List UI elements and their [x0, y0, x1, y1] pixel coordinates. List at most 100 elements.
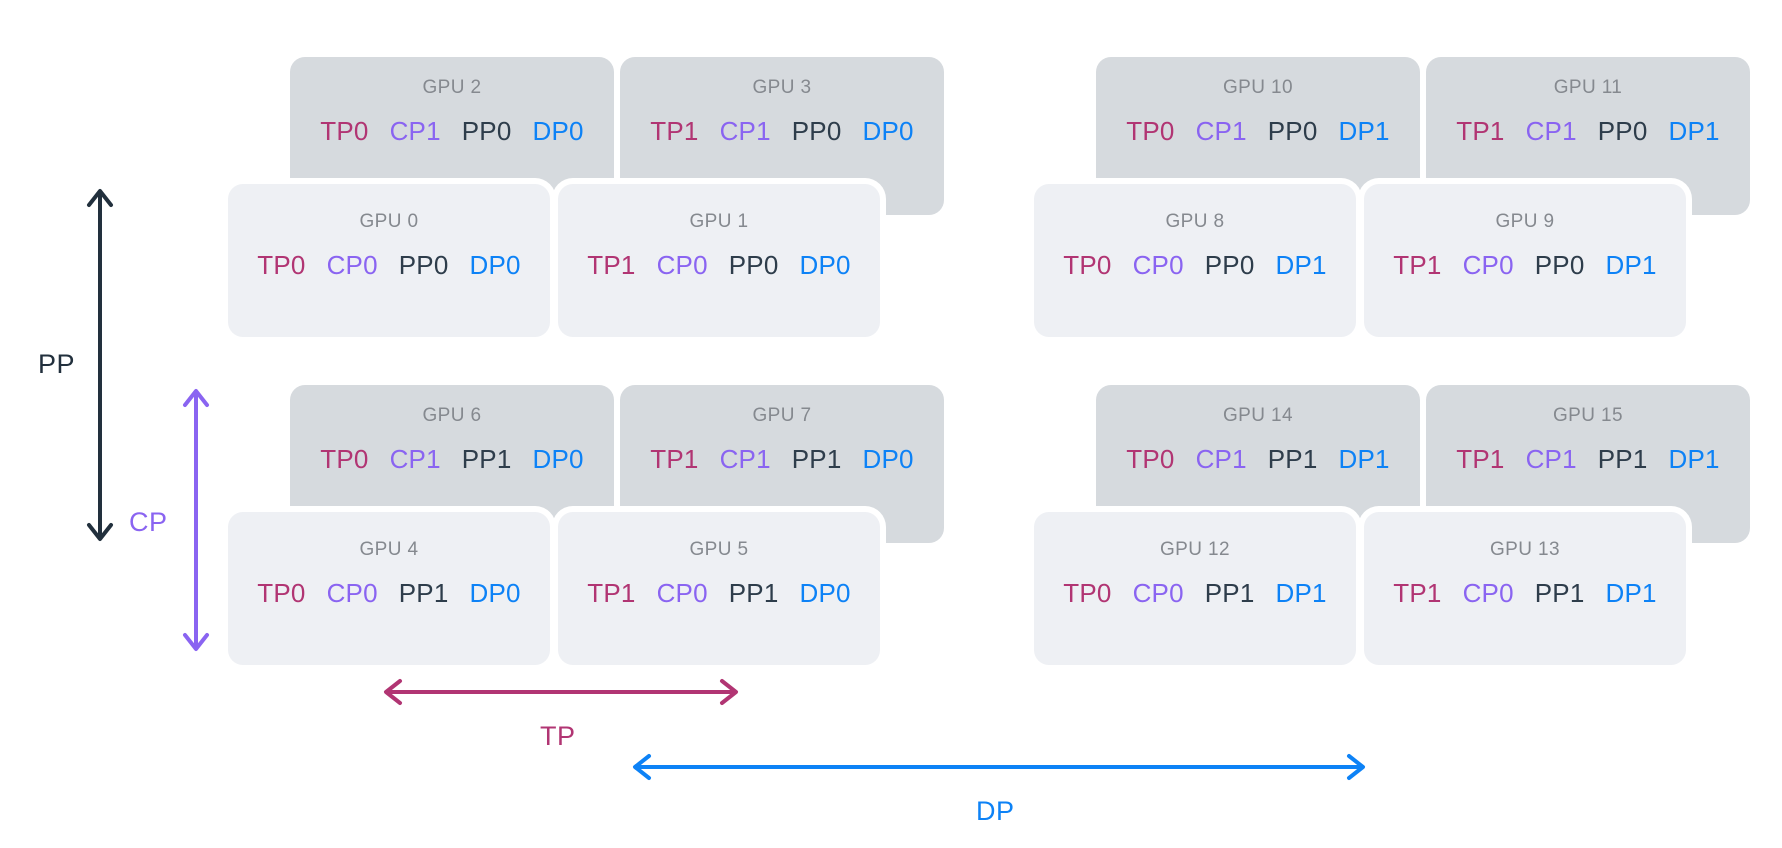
- pp-rank-label: PP0: [1534, 250, 1585, 280]
- tp-rank-label: TP1: [650, 444, 699, 474]
- gpu-cluster-pp1-dp0: GPU 6 TP0 CP1 PP1 DP0 GPU 7 TP1 CP1 PP1 …: [228, 385, 952, 665]
- rank-labels: TP0 CP1 PP0 DP0: [290, 116, 614, 147]
- pp-rank-label: PP0: [398, 250, 449, 280]
- cp-rank-label: CP1: [1525, 444, 1577, 474]
- dp-rank-label: DP1: [1275, 250, 1327, 280]
- gpu-card-title: GPU 15: [1553, 405, 1623, 426]
- cp-rank-label: CP0: [656, 250, 708, 280]
- cp-rank-label: CP1: [389, 116, 441, 146]
- dp-rank-label: DP1: [1605, 250, 1657, 280]
- tp-rank-label: TP1: [1393, 250, 1442, 280]
- rank-labels: TP1 CP1 PP1 DP1: [1426, 444, 1750, 475]
- tp-rank-label: TP0: [320, 116, 369, 146]
- gpu-card-9: GPU 9 TP1 CP0 PP0 DP1: [1364, 184, 1686, 337]
- dp-rank-label: DP1: [1338, 116, 1390, 146]
- gpu-card-10: GPU 10 TP0 CP1 PP0 DP1: [1096, 57, 1420, 215]
- tp-rank-label: TP1: [587, 578, 636, 608]
- pp-axis-arrow: [87, 189, 113, 541]
- pp-rank-label: PP1: [461, 444, 512, 474]
- tp-rank-label: TP0: [257, 250, 306, 280]
- rank-labels: TP1 CP0 PP0 DP0: [558, 250, 880, 281]
- pp-rank-label: PP0: [461, 116, 512, 146]
- pp-rank-label: PP1: [791, 444, 842, 474]
- cp-axis-label: CP: [129, 507, 168, 537]
- gpu-card-5: GPU 5 TP1 CP0 PP1 DP0: [558, 512, 880, 665]
- rank-labels: TP0 CP0 PP1 DP1: [1034, 578, 1356, 609]
- pp-rank-label: PP1: [1267, 444, 1318, 474]
- rank-labels: TP0 CP1 PP1 DP1: [1096, 444, 1420, 475]
- cp-rank-label: CP0: [1462, 250, 1514, 280]
- gpu-card-title: GPU 4: [359, 539, 419, 560]
- dp-axis-label: DP: [976, 796, 1015, 826]
- pp-rank-label: PP1: [1534, 578, 1585, 608]
- gpu-card-title: GPU 6: [422, 405, 482, 426]
- cp-rank-label: CP1: [389, 444, 441, 474]
- dp-rank-label: DP1: [1275, 578, 1327, 608]
- gpu-card-title: GPU 10: [1223, 77, 1293, 98]
- gpu-card-title: GPU 9: [1495, 211, 1555, 232]
- gpu-card-13: GPU 13 TP1 CP0 PP1 DP1: [1364, 512, 1686, 665]
- tp-rank-label: TP1: [587, 250, 636, 280]
- dp-rank-label: DP0: [799, 250, 851, 280]
- rank-labels: TP0 CP0 PP0 DP0: [228, 250, 550, 281]
- dp-rank-label: DP1: [1668, 444, 1720, 474]
- gpu-card-title: GPU 2: [422, 77, 482, 98]
- dp-rank-label: DP1: [1605, 578, 1657, 608]
- pp-rank-label: PP0: [728, 250, 779, 280]
- gpu-card-title: GPU 0: [359, 211, 419, 232]
- gpu-card-title: GPU 1: [689, 211, 749, 232]
- tp-rank-label: TP0: [1126, 444, 1175, 474]
- rank-labels: TP1 CP1 PP0 DP0: [620, 116, 944, 147]
- dp-rank-label: DP0: [862, 116, 914, 146]
- gpu-card-title: GPU 7: [752, 405, 812, 426]
- dp-rank-label: DP0: [532, 116, 584, 146]
- gpu-card-title: GPU 3: [752, 77, 812, 98]
- pp-rank-label: PP1: [1597, 444, 1648, 474]
- cp-rank-label: CP0: [656, 578, 708, 608]
- tp-rank-label: TP1: [1456, 444, 1505, 474]
- tp-rank-label: TP1: [1393, 578, 1442, 608]
- dp-rank-label: DP0: [862, 444, 914, 474]
- rank-labels: TP0 CP0 PP1 DP0: [228, 578, 550, 609]
- rank-labels: TP1 CP0 PP0 DP1: [1364, 250, 1686, 281]
- dp-axis-arrow: [633, 754, 1365, 780]
- cp-rank-label: CP0: [1462, 578, 1514, 608]
- dp-rank-label: DP0: [799, 578, 851, 608]
- pp-rank-label: PP1: [1204, 578, 1255, 608]
- rank-labels: TP1 CP1 PP1 DP0: [620, 444, 944, 475]
- rank-labels: TP0 CP1 PP0 DP1: [1096, 116, 1420, 147]
- cp-axis-arrow: [183, 389, 209, 651]
- cp-rank-label: CP1: [1525, 116, 1577, 146]
- dp-rank-label: DP1: [1338, 444, 1390, 474]
- tp-axis-arrow: [384, 679, 738, 705]
- rank-labels: TP1 CP1 PP0 DP1: [1426, 116, 1750, 147]
- gpu-card-title: GPU 13: [1490, 539, 1560, 560]
- gpu-card-8: GPU 8 TP0 CP0 PP0 DP1: [1034, 184, 1356, 337]
- gpu-cluster-pp1-dp1: GPU 14 TP0 CP1 PP1 DP1 GPU 15 TP1 CP1 PP…: [1034, 385, 1758, 665]
- tp-rank-label: TP0: [257, 578, 306, 608]
- gpu-cluster-pp0-dp0: GPU 2 TP0 CP1 PP0 DP0 GPU 3 TP1 CP1 PP0 …: [228, 57, 952, 337]
- tp-rank-label: TP0: [1126, 116, 1175, 146]
- pp-rank-label: PP0: [1597, 116, 1648, 146]
- gpu-cluster-pp0-dp1: GPU 10 TP0 CP1 PP0 DP1 GPU 11 TP1 CP1 PP…: [1034, 57, 1758, 337]
- dp-rank-label: DP1: [1668, 116, 1720, 146]
- cp-rank-label: CP1: [1195, 444, 1247, 474]
- rank-labels: TP0 CP0 PP0 DP1: [1034, 250, 1356, 281]
- cp-rank-label: CP1: [719, 116, 771, 146]
- cp-rank-label: CP0: [1132, 250, 1184, 280]
- rank-labels: TP1 CP0 PP1 DP0: [558, 578, 880, 609]
- gpu-card-title: GPU 8: [1165, 211, 1225, 232]
- cp-rank-label: CP1: [719, 444, 771, 474]
- pp-axis-label: PP: [38, 349, 76, 379]
- pp-rank-label: PP0: [1204, 250, 1255, 280]
- cp-rank-label: CP0: [326, 250, 378, 280]
- cp-rank-label: CP0: [326, 578, 378, 608]
- tp-rank-label: TP1: [650, 116, 699, 146]
- cp-rank-label: CP1: [1195, 116, 1247, 146]
- gpu-card-title: GPU 12: [1160, 539, 1230, 560]
- gpu-card-4: GPU 4 TP0 CP0 PP1 DP0: [228, 512, 550, 665]
- pp-rank-label: PP1: [728, 578, 779, 608]
- tp-rank-label: TP0: [320, 444, 369, 474]
- dp-rank-label: DP0: [469, 250, 521, 280]
